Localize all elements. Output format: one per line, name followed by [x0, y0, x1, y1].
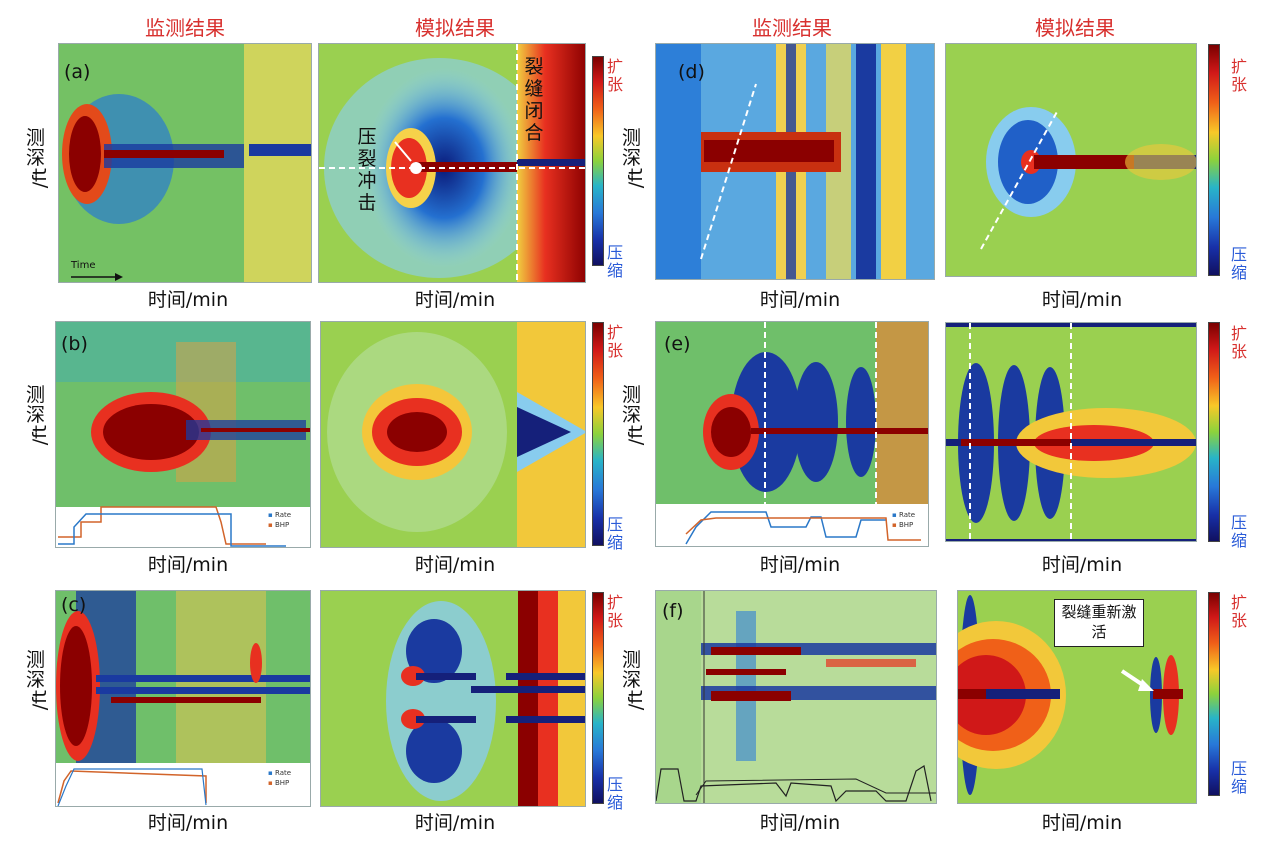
colorbar-a — [592, 56, 604, 266]
panel-e-monitoring: (e) ▪ Rate ▪ BHP — [655, 321, 929, 547]
legend-e-bhp: BHP — [898, 521, 914, 529]
panel-a-simulation-field — [319, 44, 585, 282]
panel-b-monitoring-heatmap — [56, 322, 310, 547]
x-axis-label-f-monitor: 时间/min — [759, 812, 841, 834]
colorbar-d — [1208, 44, 1220, 276]
panel-a-simulation: 压裂冲击 裂缝闭合 — [318, 43, 586, 283]
colorbar-c-top-label: 扩张 — [606, 593, 623, 630]
column-title-left-monitor: 监测结果 — [145, 16, 225, 40]
colorbar-b-top-label: 扩张 — [606, 323, 623, 360]
x-axis-label-e-monitor: 时间/min — [759, 554, 841, 576]
panel-e-monitoring-heatmap — [656, 322, 928, 546]
colorbar-d-top-label: 扩张 — [1230, 57, 1247, 94]
panel-tag-f: (f) — [662, 600, 684, 622]
colorbar-c-bottom-label: 压缩 — [606, 775, 623, 812]
legend-e: ▪ Rate ▪ BHP — [892, 511, 916, 529]
panel-tag-e: (e) — [664, 333, 691, 355]
panel-f-simulation: 裂缝重新激活 — [957, 590, 1197, 804]
panel-d-simulation-field — [946, 44, 1196, 276]
panel-a-monitoring-heatmap — [59, 44, 311, 282]
colorbar-f — [1208, 592, 1220, 796]
panel-b-monitoring: (b) ▪ Rate ▪ BHP — [55, 321, 311, 548]
legend-c-bhp: BHP — [274, 779, 290, 787]
y-axis-label-b: 测深/ft — [26, 384, 51, 446]
legend-b-rate: Rate — [274, 511, 292, 519]
y-axis-label-a: 测深/ft — [26, 127, 51, 189]
colorbar-e-bottom-label: 压缩 — [1230, 513, 1247, 550]
colorbar-d-bottom-label: 压缩 — [1230, 245, 1247, 282]
y-axis-label-d: 测深/ft — [622, 127, 647, 189]
column-title-left-sim: 模拟结果 — [415, 16, 495, 40]
colorbar-a-top-label: 扩张 — [606, 57, 623, 94]
legend-b: ▪ Rate ▪ BHP — [268, 511, 292, 529]
x-axis-label-a-monitor: 时间/min — [147, 289, 229, 311]
panel-f-monitoring-heatmap — [656, 591, 936, 803]
panel-c-simulation-field — [321, 591, 585, 806]
frac-close-label: 裂缝闭合 — [524, 56, 544, 144]
panel-tag-a: (a) — [64, 61, 91, 83]
x-axis-label-b-monitor: 时间/min — [147, 554, 229, 576]
x-axis-label-a-sim: 时间/min — [414, 289, 496, 311]
panel-b-simulation — [320, 321, 586, 548]
legend-e-rate: Rate — [898, 511, 916, 519]
panel-tag-b: (b) — [61, 333, 88, 355]
colorbar-a-bottom-label: 压缩 — [606, 243, 623, 280]
x-axis-label-d-monitor: 时间/min — [759, 289, 841, 311]
panel-e-simulation — [945, 322, 1197, 542]
colorbar-e-top-label: 扩张 — [1230, 324, 1247, 361]
legend-c-rate: Rate — [274, 769, 292, 777]
panel-f-monitoring: (f) — [655, 590, 937, 804]
reactivation-callout: 裂缝重新激活 — [1054, 599, 1144, 647]
y-axis-label-c: 测深/ft — [26, 649, 51, 711]
x-axis-label-f-sim: 时间/min — [1041, 812, 1123, 834]
panel-a-monitoring: (a) Time — [58, 43, 312, 283]
legend-b-bhp: BHP — [274, 521, 290, 529]
panel-d-monitoring-heatmap — [656, 44, 934, 279]
x-axis-label-c-sim: 时间/min — [414, 812, 496, 834]
time-arrow-label: Time — [71, 260, 96, 271]
y-axis-label-f: 测深/ft — [622, 649, 647, 711]
colorbar-c — [592, 592, 604, 804]
y-axis-label-e: 测深/ft — [622, 384, 647, 446]
colorbar-b — [592, 322, 604, 546]
panel-c-simulation — [320, 590, 586, 807]
colorbar-b-bottom-label: 压缩 — [606, 515, 623, 552]
time-arrow-icon — [71, 273, 123, 281]
x-axis-label-e-sim: 时间/min — [1041, 554, 1123, 576]
colorbar-f-top-label: 扩张 — [1230, 593, 1247, 630]
panel-b-simulation-field — [321, 322, 585, 547]
legend-c: ▪ Rate ▪ BHP — [268, 769, 292, 787]
panel-tag-c: (c) — [61, 594, 87, 616]
panel-c-monitoring: (c) ▪ Rate ▪ BHP — [55, 590, 311, 807]
frac-hit-label: 压裂冲击 — [357, 126, 377, 214]
x-axis-label-b-sim: 时间/min — [414, 554, 496, 576]
panel-tag-d: (d) — [678, 61, 705, 83]
column-title-right-monitor: 监测结果 — [752, 16, 832, 40]
column-title-right-sim: 模拟结果 — [1035, 16, 1115, 40]
panel-d-simulation — [945, 43, 1197, 277]
panel-f-simulation-field — [958, 591, 1196, 803]
callout-arrow-icon — [1120, 669, 1154, 691]
colorbar-e — [1208, 322, 1220, 542]
panel-e-simulation-field — [946, 323, 1196, 541]
colorbar-f-bottom-label: 压缩 — [1230, 759, 1247, 796]
x-axis-label-d-sim: 时间/min — [1041, 289, 1123, 311]
panel-c-monitoring-heatmap — [56, 591, 310, 806]
panel-d-monitoring: (d) — [655, 43, 935, 280]
x-axis-label-c-monitor: 时间/min — [147, 812, 229, 834]
